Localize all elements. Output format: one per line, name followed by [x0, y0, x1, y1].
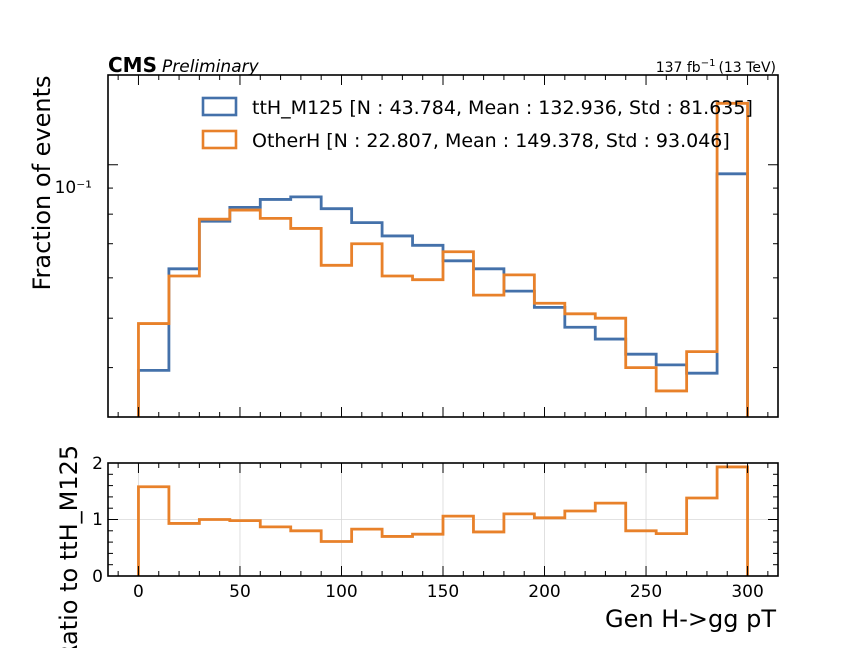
ratio-x-tick-label-4: 200: [528, 582, 560, 602]
ratio-y-axis-label: Ratio to ttH_M125: [55, 445, 83, 648]
legend-swatch-tth: [201, 96, 238, 117]
main-y-tick-label-0: 10⁻¹: [55, 178, 92, 198]
main-x-ticks: [117, 75, 769, 417]
legend-swatch-otherh: [201, 129, 238, 150]
ratio-x-tick-labels: 0 50 100 150 200 250 300: [133, 582, 764, 602]
main-series-line-1: [137, 101, 749, 417]
ratio-x-tick-label-3: 150: [427, 582, 459, 602]
lumi-energy: (13 TeV): [718, 60, 776, 76]
ratio-y-tick-label-0: 0: [92, 567, 103, 587]
ratio-y-tick-labels: 0 1 2: [92, 454, 103, 587]
legend: ttH_M125 [N : 43.784, Mean : 132.936, St…: [201, 96, 753, 152]
ratio-series-line-0: [137, 465, 749, 576]
cms-label: CMS: [108, 53, 157, 77]
ratio-y-tick-label-2: 2: [92, 454, 103, 474]
ratio-x-tick-label-0: 0: [133, 582, 144, 602]
legend-label-tth: ttH_M125 [N : 43.784, Mean : 132.936, St…: [252, 97, 753, 119]
ratio-x-tick-label-2: 100: [325, 582, 357, 602]
main-y-tick-labels: 10⁻¹: [55, 178, 92, 198]
main-panel: 10⁻¹ Fraction of events CMS Preliminary …: [28, 53, 779, 418]
main-y-axis-label: Fraction of events: [28, 75, 56, 290]
ratio-y-tick-label-1: 1: [92, 510, 103, 530]
preliminary-label: Preliminary: [162, 57, 260, 77]
main-minor-ticks: [108, 164, 778, 369]
legend-label-otherh: OtherH [N : 22.807, Mean : 149.378, Std …: [252, 130, 730, 152]
ratio-x-tick-label-1: 50: [229, 582, 251, 602]
luminosity-label: 137 fb−1 (13 TeV): [656, 58, 776, 76]
lumi-exponent: −1: [701, 58, 716, 69]
ratio-x-tick-label-6: 300: [731, 582, 763, 602]
lumi-value: 137 fb: [656, 60, 701, 76]
ratio-axes-frame: [107, 462, 779, 577]
ratio-x-tick-label-5: 250: [630, 582, 662, 602]
ratio-panel: 0 1 2 0 50 100 150 200 250 300 Gen H->gg pT Ra…: [55, 445, 779, 648]
ratio-series-group: [137, 465, 749, 576]
ratio-x-axis-label: Gen H->gg pT: [605, 605, 776, 633]
main-series-group: [137, 101, 749, 417]
main-axes-frame: [107, 74, 779, 418]
